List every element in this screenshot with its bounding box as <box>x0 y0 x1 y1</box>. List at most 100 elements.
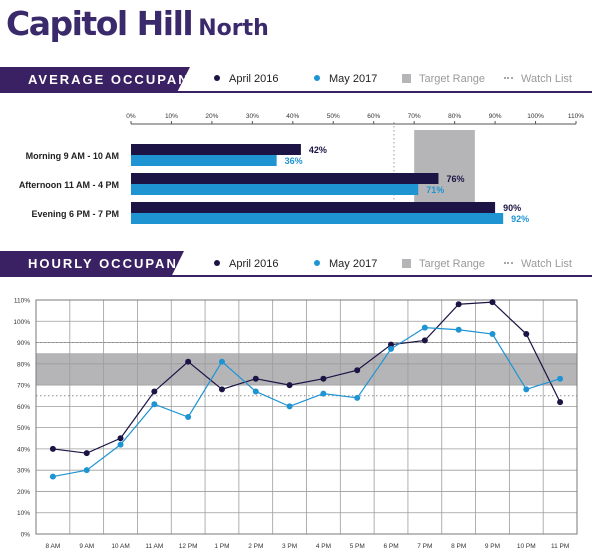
data-point-april-2016 <box>286 382 293 389</box>
x-tick-label-hourly: 11 PM <box>551 543 569 550</box>
legend-swatch-watch <box>504 77 513 79</box>
y-tick-label: 110% <box>14 298 30 305</box>
x-tick-label: 20% <box>205 113 218 120</box>
section-rule-hourly <box>0 275 592 277</box>
y-tick-label: 0% <box>21 532 31 539</box>
data-label-may: 71% <box>426 185 444 195</box>
section-banner-average: AVERAGE OCCUPANCY <box>0 67 190 93</box>
data-point-april-2016 <box>388 341 395 348</box>
data-point-april-2016 <box>117 435 124 442</box>
y-tick-label: 70% <box>17 383 30 390</box>
legend-swatch-target-hourly <box>402 259 411 268</box>
legend-dot-april-hourly <box>214 260 220 266</box>
legend-swatch-watch-hourly <box>504 262 513 264</box>
hourly-occupancy-chart: 0% 10% 20% 30% 40% 50% 60% 70% 80% 90% 100% 110% 8 A… <box>13 298 578 550</box>
legend-hourly: April 2016 May 2017 Target Range Watch L… <box>214 256 592 272</box>
plot-frame <box>35 299 578 535</box>
x-tick-label-hourly: 10 PM <box>517 543 536 550</box>
section-banner-hourly: HOURLY OCCUPANCY <box>0 251 184 277</box>
y-tick-label: 50% <box>17 425 30 432</box>
y-tick-label: 30% <box>17 468 30 475</box>
x-tick-label: 0% <box>126 113 136 120</box>
y-tick-label: 60% <box>17 404 30 411</box>
bar-april <box>131 202 496 213</box>
data-point-april-2016 <box>151 388 158 395</box>
legend-item-april-hourly: April 2016 <box>214 256 279 272</box>
data-point-april-2016 <box>489 299 496 306</box>
data-point-april-2016 <box>557 399 564 406</box>
bar-may <box>131 213 504 224</box>
data-point-april-2016 <box>49 445 56 452</box>
data-point-may-2017 <box>49 473 56 480</box>
x-tick-label: 110% <box>568 113 584 120</box>
data-point-may-2017 <box>117 441 124 448</box>
data-point-may-2017 <box>354 394 361 401</box>
legend-swatch-target <box>402 74 411 83</box>
bar-may <box>131 184 419 195</box>
x-tick-label-hourly: 10 AM <box>111 543 129 550</box>
x-tick-label-hourly: 2 PM <box>248 543 263 550</box>
category-label: Evening 6 PM - 7 PM <box>31 209 119 219</box>
data-point-may-2017 <box>151 401 158 408</box>
data-point-april-2016 <box>185 358 192 365</box>
x-tick-label-hourly: 8 PM <box>451 543 466 550</box>
data-point-april-2016 <box>252 375 259 382</box>
y-tick-label: 10% <box>17 510 30 517</box>
data-point-april-2016 <box>523 331 530 338</box>
data-point-april-2016 <box>455 301 462 308</box>
data-point-may-2017 <box>489 331 496 338</box>
x-tick-label-hourly: 7 PM <box>417 543 432 550</box>
series-line-may-2017 <box>52 327 561 478</box>
average-occupancy-chart: 0% 10% 20% 30% 40% 50% 60% 70% 80% 90% 100% 110% Mor… <box>19 113 584 224</box>
y-tick-label: 20% <box>17 489 30 496</box>
legend-dot-may <box>314 75 320 81</box>
x-tick-label-hourly: 9 AM <box>79 543 94 550</box>
data-point-april-2016 <box>218 386 225 393</box>
x-tick-label-hourly: 3 PM <box>282 543 297 550</box>
x-tick-label-hourly: 5 PM <box>350 543 365 550</box>
data-point-may-2017 <box>421 324 428 331</box>
target-range-band <box>414 130 475 202</box>
x-tick-label-hourly: 1 PM <box>214 543 229 550</box>
data-point-may-2017 <box>83 467 90 474</box>
x-tick-label-hourly: 4 PM <box>316 543 331 550</box>
x-tick-label: 40% <box>286 113 299 120</box>
section-title-hourly: HOURLY OCCUPANCY <box>28 256 200 271</box>
section-title-average: AVERAGE OCCUPANCY <box>28 72 212 87</box>
legend-item-april: April 2016 <box>214 71 279 87</box>
x-tick-label: 50% <box>327 113 340 120</box>
data-label-april: 42% <box>309 145 327 155</box>
category-label: Afternoon 11 AM - 4 PM <box>19 180 119 190</box>
legend-item-may: May 2017 <box>314 71 377 87</box>
page-subtitle: North <box>198 16 269 41</box>
data-point-may-2017 <box>218 358 225 365</box>
y-tick-label: 80% <box>17 361 30 368</box>
legend-dot-may-hourly <box>314 260 320 266</box>
x-tick-label: 80% <box>448 113 461 120</box>
data-label-april: 90% <box>503 203 521 213</box>
data-point-may-2017 <box>523 386 530 393</box>
x-tick-label: 30% <box>246 113 259 120</box>
x-tick-label: 10% <box>165 113 178 120</box>
bar-april <box>131 144 301 155</box>
x-tick-label-hourly: 8 AM <box>46 543 61 550</box>
data-label-april: 76% <box>446 174 464 184</box>
page-title: Capitol Hill North <box>6 4 269 43</box>
legend-item-target: Target Range <box>402 71 485 87</box>
legend-average: April 2016 May 2017 Target Range Watch L… <box>214 71 592 87</box>
x-tick-label-hourly: 6 PM <box>383 543 398 550</box>
legend-item-may-hourly: May 2017 <box>314 256 377 272</box>
y-tick-label: 100% <box>13 319 30 326</box>
data-point-april-2016 <box>83 450 90 457</box>
x-tick-label: 90% <box>489 113 502 120</box>
data-point-april-2016 <box>320 375 327 382</box>
bar-april <box>131 173 439 184</box>
legend-item-watch: Watch List <box>504 71 572 87</box>
data-point-may-2017 <box>557 375 564 382</box>
x-tick-label-hourly: 9 PM <box>485 543 500 550</box>
category-label: Morning 9 AM - 10 AM <box>26 151 119 161</box>
data-point-may-2017 <box>185 414 192 420</box>
x-tick-label-hourly: 11 AM <box>145 543 163 550</box>
x-tick-label: 100% <box>527 113 544 120</box>
